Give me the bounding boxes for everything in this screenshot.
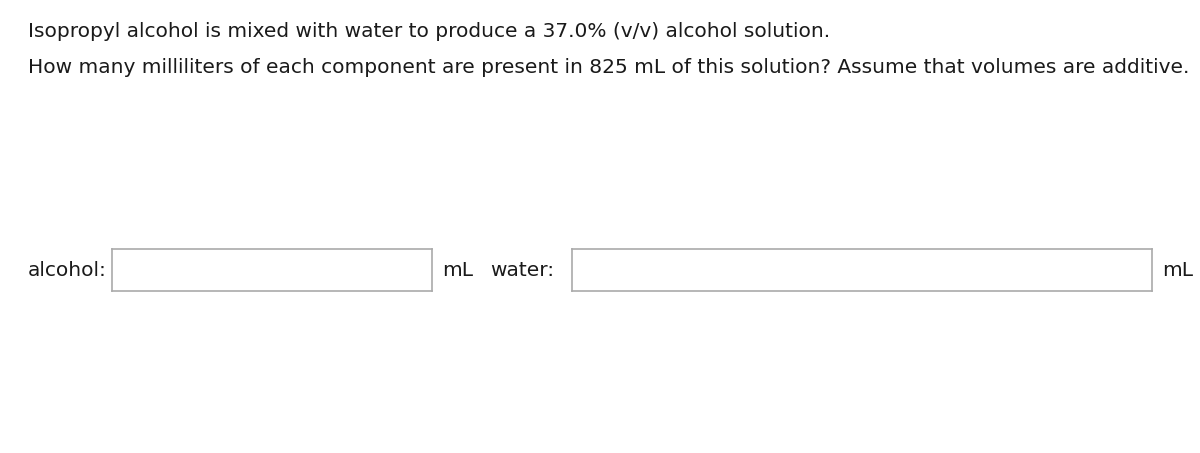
Text: alcohol:: alcohol: [28,260,107,280]
Text: water:: water: [490,260,554,280]
Text: mL: mL [1162,260,1193,280]
Text: Isopropyl alcohol is mixed with water to produce a 37.0% (v/v) alcohol solution.: Isopropyl alcohol is mixed with water to… [28,22,830,41]
Text: How many milliliters of each component are present in 825 mL of this solution? A: How many milliliters of each component a… [28,58,1189,77]
Text: mL: mL [442,260,473,280]
